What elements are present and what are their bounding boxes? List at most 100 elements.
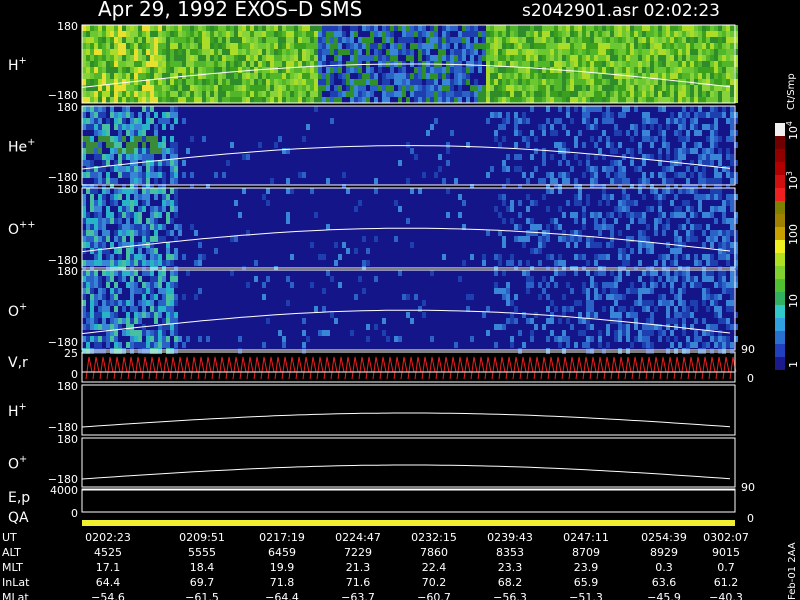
cell <box>542 124 546 130</box>
cell <box>682 312 686 318</box>
cell <box>226 79 230 85</box>
right-tick-top: 90 <box>741 481 755 494</box>
cell <box>438 79 442 85</box>
cell <box>622 324 626 330</box>
cell <box>578 73 582 79</box>
cell <box>574 242 578 248</box>
cell <box>598 73 602 79</box>
cell <box>710 178 714 184</box>
cell <box>662 136 666 142</box>
cell <box>682 330 686 336</box>
cell <box>698 73 702 79</box>
cell <box>94 49 98 55</box>
cell <box>146 67 150 73</box>
cell <box>342 43 346 49</box>
cell <box>670 260 674 266</box>
cell <box>642 194 646 200</box>
y-tick-bottom: 0 <box>71 507 78 520</box>
cell <box>658 200 662 206</box>
cell <box>646 324 650 330</box>
cell <box>714 31 718 37</box>
cell <box>482 260 486 266</box>
cell <box>674 148 678 154</box>
cell <box>482 67 486 73</box>
cell <box>694 330 698 336</box>
cell <box>646 61 650 67</box>
cell <box>466 37 470 43</box>
cell <box>242 25 246 31</box>
cell <box>594 154 598 160</box>
cell <box>702 91 706 97</box>
cell <box>570 166 574 172</box>
cell <box>86 188 90 194</box>
cell <box>522 136 526 142</box>
cell <box>90 184 94 190</box>
cell <box>566 178 570 184</box>
cell <box>598 254 602 260</box>
cell <box>706 55 710 61</box>
cell <box>730 300 734 306</box>
cell <box>390 73 394 79</box>
cell <box>470 25 474 31</box>
cell <box>98 124 102 130</box>
cell <box>538 55 542 61</box>
cell <box>190 61 194 67</box>
cell <box>582 206 586 212</box>
cell <box>514 130 518 136</box>
cell <box>606 254 610 260</box>
cell <box>126 142 130 148</box>
cell <box>674 55 678 61</box>
cell <box>626 31 630 37</box>
cell <box>102 260 106 266</box>
cell <box>118 276 122 282</box>
cell <box>174 178 178 184</box>
cell <box>490 91 494 97</box>
cell <box>90 43 94 49</box>
cell <box>734 324 738 330</box>
cell <box>394 91 398 97</box>
cell <box>370 25 374 31</box>
cell <box>726 230 730 236</box>
cell <box>134 282 138 288</box>
cell <box>662 25 666 31</box>
cell <box>682 148 686 154</box>
cell <box>254 73 258 79</box>
cell <box>642 25 646 31</box>
cell <box>462 43 466 49</box>
cell <box>114 67 118 73</box>
cell <box>262 194 266 200</box>
cell <box>142 188 146 194</box>
cell <box>514 236 518 242</box>
cell <box>570 266 574 272</box>
cell <box>598 224 602 230</box>
cell <box>642 112 646 118</box>
cell <box>122 318 126 324</box>
cell <box>702 49 706 55</box>
cell <box>82 112 86 118</box>
cell <box>526 236 530 242</box>
cell <box>90 166 94 172</box>
cell <box>242 43 246 49</box>
cell <box>610 49 614 55</box>
cell <box>618 248 622 254</box>
cell <box>426 91 430 97</box>
cell <box>654 67 658 73</box>
cell <box>562 266 566 272</box>
cell <box>146 37 150 43</box>
cell <box>490 37 494 43</box>
cell <box>730 31 734 37</box>
cell <box>654 306 658 312</box>
cell <box>118 260 122 266</box>
cell <box>714 184 718 190</box>
cell <box>414 25 418 31</box>
cell <box>470 61 474 67</box>
cell <box>714 37 718 43</box>
cell <box>106 154 110 160</box>
cell <box>734 282 738 288</box>
cell <box>174 200 178 206</box>
cell <box>394 37 398 43</box>
cell <box>630 200 634 206</box>
cell <box>118 154 122 160</box>
cell <box>510 336 514 342</box>
cell <box>570 79 574 85</box>
